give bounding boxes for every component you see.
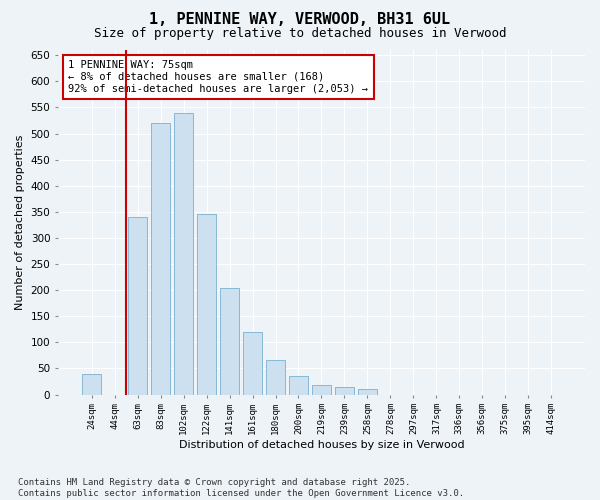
Text: 1 PENNINE WAY: 75sqm
← 8% of detached houses are smaller (168)
92% of semi-detac: 1 PENNINE WAY: 75sqm ← 8% of detached ho… <box>68 60 368 94</box>
Bar <box>174 112 193 394</box>
Text: 1, PENNINE WAY, VERWOOD, BH31 6UL: 1, PENNINE WAY, VERWOOD, BH31 6UL <box>149 12 451 28</box>
Text: Size of property relative to detached houses in Verwood: Size of property relative to detached ho… <box>94 28 506 40</box>
Bar <box>312 385 331 394</box>
Bar <box>128 217 148 394</box>
Bar <box>243 332 262 394</box>
X-axis label: Distribution of detached houses by size in Verwood: Distribution of detached houses by size … <box>179 440 464 450</box>
Bar <box>197 214 217 394</box>
Bar <box>358 390 377 394</box>
Bar <box>335 386 354 394</box>
Text: Contains HM Land Registry data © Crown copyright and database right 2025.
Contai: Contains HM Land Registry data © Crown c… <box>18 478 464 498</box>
Bar <box>82 374 101 394</box>
Bar <box>289 376 308 394</box>
Bar <box>220 288 239 395</box>
Bar <box>151 123 170 394</box>
Y-axis label: Number of detached properties: Number of detached properties <box>15 134 25 310</box>
Bar <box>266 360 285 394</box>
